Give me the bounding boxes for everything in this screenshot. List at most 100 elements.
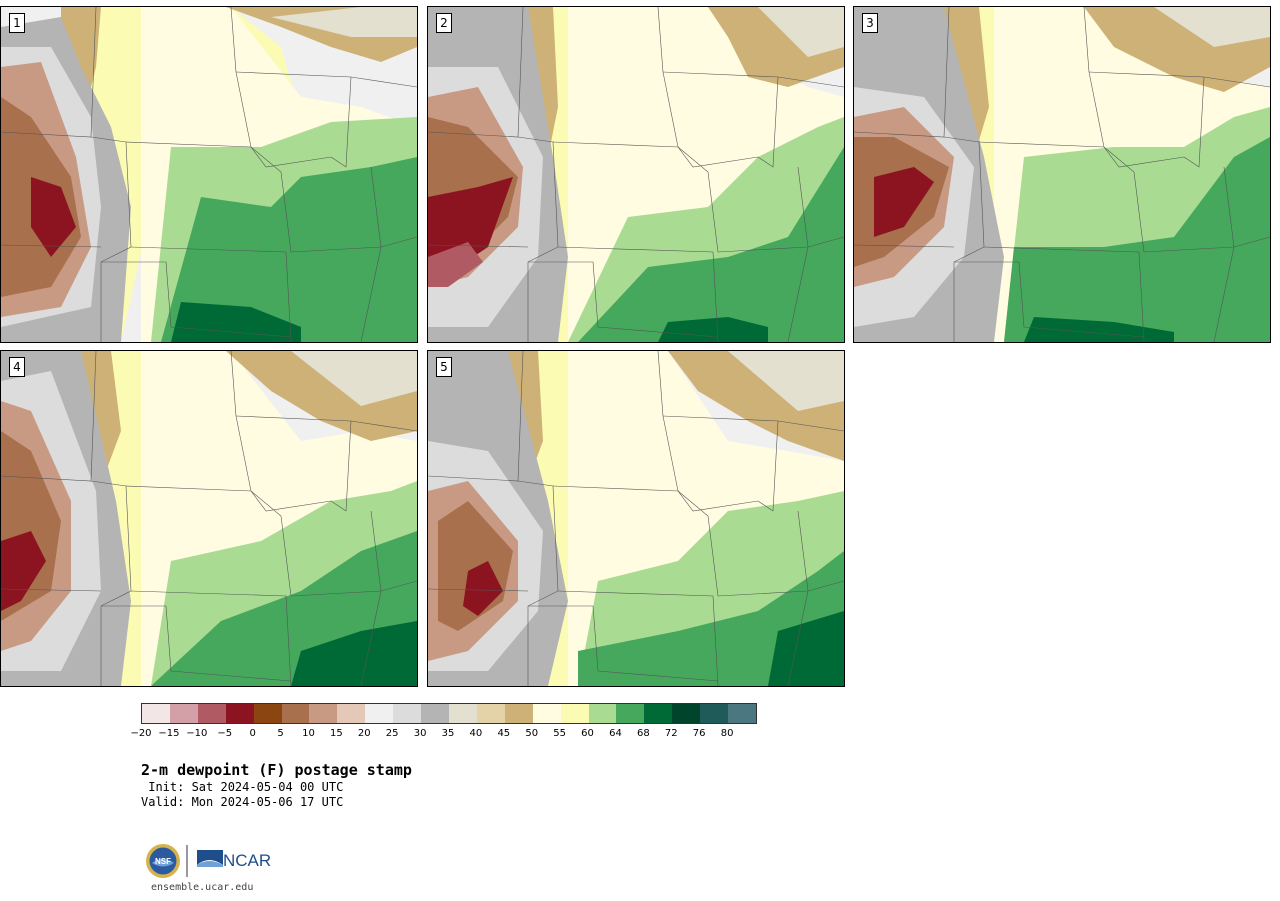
dewpoint-35-northeast-area (758, 7, 844, 57)
state-border-line (1, 244, 102, 248)
colorbar-tick-label: 0 (249, 728, 256, 739)
dewpoint-colorbar (141, 703, 757, 724)
state-border-line (557, 246, 719, 342)
colorbar-swatch (504, 704, 533, 723)
dewpoint-35-northeast-area (728, 351, 844, 411)
colorbar-tick-label: 50 (525, 728, 539, 739)
valid-time: Valid: Mon 2024-05-06 17 UTC (141, 795, 344, 809)
colorbar-swatch (560, 704, 589, 723)
colorbar-swatch (253, 704, 282, 723)
dewpoint-68-72-area (768, 611, 844, 686)
colorbar-tick-label: 45 (497, 728, 511, 739)
state-border-line (360, 166, 382, 342)
dewpoint-45-mountain-area (81, 351, 121, 471)
dewpoint-minus5-area (1, 531, 46, 611)
member-number-label: 3 (862, 13, 878, 33)
state-border-line (552, 485, 759, 512)
dewpoint-map (1, 7, 417, 342)
ensemble-member-map-1: 1 (0, 6, 418, 343)
colorbar-swatch (700, 704, 729, 723)
state-border-line (677, 490, 719, 597)
dewpoint-minus5-area (874, 167, 934, 237)
state-border-line (787, 166, 809, 342)
dewpoint-64-68-area (1004, 137, 1270, 342)
colorbar-swatch (225, 704, 254, 723)
dewpoint-35-northeast-area (291, 351, 417, 406)
dewpoint-64-68-area (578, 147, 844, 342)
colorbar-swatch (616, 704, 645, 723)
state-border-line (428, 244, 529, 248)
dewpoint-map (428, 351, 844, 686)
dewpoint-35-northeast-area (1154, 7, 1270, 47)
state-border-line (757, 420, 779, 512)
state-border-line (528, 261, 719, 338)
state-border-line (125, 485, 332, 512)
state-border-line (250, 490, 292, 597)
ensemble-member-map-2: 2 (427, 6, 845, 343)
member-number-label: 5 (436, 357, 452, 377)
dewpoint-64-68-area (161, 157, 417, 342)
dewpoint-68-72-area (171, 302, 301, 342)
colorbar-tick-label: 76 (692, 728, 706, 739)
state-border-line (125, 141, 332, 168)
colorbar-tick-label: −20 (130, 728, 152, 739)
colorbar-swatch (421, 704, 449, 723)
nsf-ncar-logo: NSF NCAR (146, 844, 271, 878)
ensemble-member-map-3: 3 (853, 6, 1271, 343)
colorbar-tick-label: −5 (217, 728, 233, 739)
colorbar-tick-label: 35 (441, 728, 455, 739)
ensemble-member-map-4: 4 (0, 350, 418, 687)
colorbar-swatch (672, 704, 701, 723)
colorbar-tick-label: 20 (357, 728, 371, 739)
colorbar-swatch (142, 704, 170, 723)
state-border-line (1183, 76, 1205, 168)
colorbar-swatch (532, 704, 561, 723)
state-border-line (677, 146, 719, 253)
colorbar-swatch (393, 704, 422, 723)
member-number-label: 1 (9, 13, 25, 33)
nsf-seal-icon: NSF (146, 844, 180, 878)
state-border-line (552, 141, 759, 168)
colorbar-tick-label: 55 (553, 728, 566, 739)
dewpoint-minus5-area (463, 561, 503, 616)
state-border-line (1, 588, 102, 592)
ensemble-member-map-5: 5 (427, 350, 845, 687)
state-border-line (854, 244, 955, 248)
colorbar-tick-label: 72 (664, 728, 678, 739)
dewpoint-minus10-area (428, 242, 483, 287)
state-border-line (101, 605, 292, 682)
dewpoint-68-72-area (658, 317, 768, 342)
dewpoint-68-72-area (291, 621, 417, 686)
colorbar-swatch (365, 704, 394, 723)
dewpoint-35-northeast-area (271, 7, 417, 37)
init-time: Init: Sat 2024-05-04 00 UTC (141, 780, 344, 794)
member-number-label: 2 (436, 13, 452, 33)
colorbar-swatch (197, 704, 226, 723)
colorbar-tick-label: 10 (302, 728, 315, 739)
colorbar-tick-label: −15 (158, 728, 180, 739)
source-url: ensemble.ucar.edu (151, 882, 254, 893)
state-border-line (428, 588, 529, 592)
colorbar-swatch (281, 704, 310, 723)
state-border-line (101, 261, 292, 338)
state-border-line (983, 246, 1145, 342)
colorbar-swatch (169, 704, 198, 723)
state-border-line (978, 141, 1185, 168)
ncar-logo-icon (197, 850, 223, 867)
dewpoint-map (428, 7, 844, 342)
colorbar-tick-label: 40 (469, 728, 483, 739)
member-number-label: 4 (9, 357, 25, 377)
colorbar-tick-label: 64 (609, 728, 622, 739)
state-border-line (528, 605, 719, 682)
dewpoint-68-72-area (1024, 317, 1174, 342)
colorbar-tick-label: 68 (636, 728, 650, 739)
state-border-line (330, 76, 352, 168)
dewpoint-map (1, 351, 417, 686)
state-border-line (1213, 166, 1235, 342)
colorbar-swatch (309, 704, 338, 723)
colorbar-swatch (588, 704, 617, 723)
colorbar-tick-label: 25 (385, 728, 399, 739)
colorbar-swatch (337, 704, 366, 723)
colorbar-tick-label: 80 (720, 728, 734, 739)
colorbar-tick-label: −10 (186, 728, 208, 739)
